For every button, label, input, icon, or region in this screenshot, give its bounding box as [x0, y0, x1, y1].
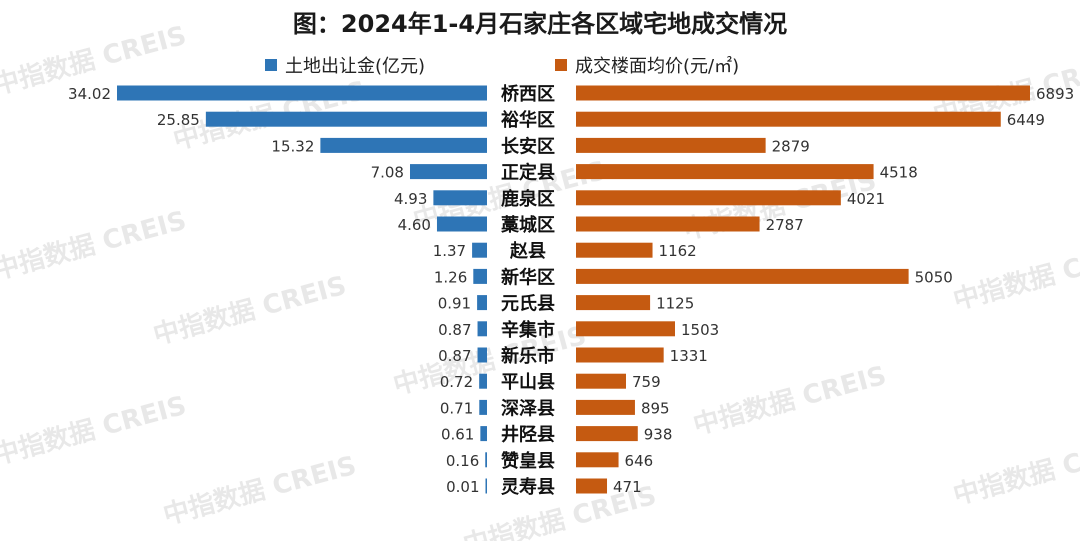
bar-right	[576, 242, 653, 258]
bar-left	[409, 164, 487, 180]
data-label-left: 0.61	[441, 426, 474, 444]
data-label-right: 6449	[1007, 111, 1045, 129]
category-label: 新华区	[501, 266, 555, 288]
category-label: 裕华区	[501, 109, 555, 131]
bar-left	[472, 242, 487, 258]
data-label-left: 0.87	[438, 321, 471, 339]
bar-left	[477, 295, 487, 311]
data-label-right: 759	[632, 373, 661, 391]
category-label: 灵寿县	[501, 476, 555, 498]
bar-left	[479, 399, 487, 415]
bar-left	[485, 452, 487, 468]
bar-left	[477, 321, 487, 337]
bar-right	[576, 216, 760, 232]
category-label: 藁城区	[500, 214, 555, 236]
category-label: 赞皇县	[500, 450, 555, 472]
data-label-left: 4.60	[398, 216, 431, 234]
legend-label-left: 土地出让金(亿元)	[285, 56, 426, 77]
category-label: 鹿泉区	[501, 188, 555, 210]
data-label-right: 4518	[880, 164, 918, 182]
bar-right	[576, 111, 1001, 127]
bar-left	[485, 478, 487, 494]
data-label-left: 0.87	[438, 347, 471, 365]
data-label-left: 0.72	[440, 373, 473, 391]
bar-right	[576, 85, 1030, 101]
legend-item-right: 成交楼面均价(元/㎡)	[555, 52, 739, 78]
category-label: 赵县	[509, 240, 546, 262]
bar-right	[576, 190, 841, 206]
category-label: 新乐市	[501, 345, 555, 367]
category-label: 辛集市	[501, 319, 555, 341]
legend-item-left: 土地出让金(亿元)	[265, 52, 425, 78]
category-label: 桥西区	[501, 83, 555, 105]
bar-right	[576, 347, 664, 363]
chart-title: 图：2024年1-4月石家庄各区域宅地成交情况	[292, 10, 788, 38]
bar-right	[576, 268, 909, 284]
data-label-left: 0.71	[440, 399, 473, 417]
data-label-right: 1125	[656, 295, 694, 313]
data-label-right: 1331	[670, 347, 708, 365]
data-label-right: 5050	[915, 268, 953, 286]
bar-right	[576, 321, 675, 337]
bar-right	[576, 164, 874, 180]
category-label: 平山县	[501, 372, 555, 393]
data-label-left: 1.37	[433, 242, 466, 260]
category-label: 深泽县	[501, 397, 555, 419]
bar-left	[205, 111, 487, 127]
category-label: 长安区	[501, 135, 555, 157]
bar-right	[576, 478, 608, 494]
bar-right	[576, 137, 766, 153]
bar-right	[576, 399, 635, 415]
bar-left	[433, 190, 487, 206]
data-label-right: 1503	[681, 321, 719, 339]
data-label-right: 2787	[766, 216, 804, 234]
data-label-right: 471	[613, 478, 642, 496]
data-label-left: 0.91	[438, 295, 471, 313]
bar-right	[576, 426, 638, 442]
data-label-right: 646	[625, 452, 654, 470]
bar-left	[479, 373, 487, 389]
data-label-right: 4021	[847, 190, 885, 208]
data-label-left: 7.08	[371, 164, 404, 182]
bar-left	[473, 268, 487, 284]
bar-right	[576, 373, 626, 389]
data-label-left: 1.26	[434, 268, 467, 286]
data-label-left: 34.02	[68, 85, 111, 103]
data-label-left: 25.85	[157, 111, 200, 129]
category-label: 正定县	[501, 162, 555, 184]
bar-right	[576, 295, 651, 311]
category-label: 元氏县	[501, 294, 555, 315]
data-label-right: 895	[641, 399, 670, 417]
bar-left	[320, 137, 487, 153]
data-label-right: 2879	[772, 137, 810, 155]
legend-label-right: 成交楼面均价(元/㎡)	[575, 56, 740, 77]
legend: 土地出让金(亿元) 成交楼面均价(元/㎡)	[0, 52, 1080, 78]
bar-right	[576, 452, 619, 468]
data-label-left: 4.93	[394, 190, 427, 208]
data-label-left: 15.32	[271, 137, 314, 155]
bar-left	[477, 347, 487, 363]
data-label-right: 6893	[1036, 85, 1074, 103]
data-label-left: 0.01	[446, 478, 479, 496]
bar-left	[117, 85, 487, 101]
bar-left	[436, 216, 487, 232]
data-label-right: 938	[644, 426, 673, 444]
category-label: 井陉县	[501, 424, 555, 446]
legend-swatch-right	[555, 59, 567, 71]
data-label-left: 0.16	[446, 452, 479, 470]
legend-swatch-left	[265, 59, 277, 71]
data-label-right: 1162	[659, 242, 697, 260]
bar-left	[480, 426, 487, 442]
